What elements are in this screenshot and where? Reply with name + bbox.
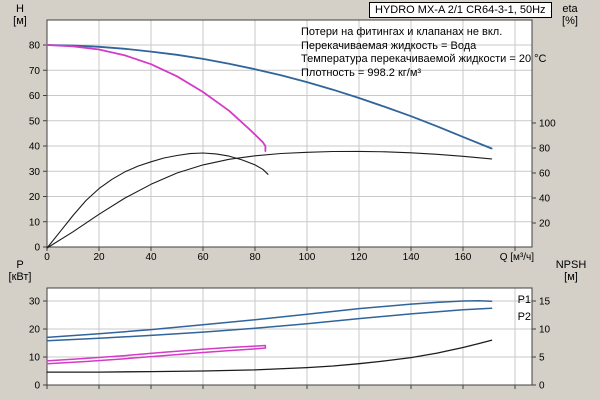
- left-axis-tick-label: 30: [29, 167, 41, 178]
- x-axis-tick-label: 60: [197, 252, 209, 263]
- left-axis-tick-label: 80: [29, 41, 41, 52]
- x-axis-tick-label: 120: [351, 252, 368, 263]
- series-label-p1-2-pumps: P1: [518, 294, 531, 306]
- series-p2-1-pump: [46, 347, 267, 365]
- left-axis-tick-label: 20: [29, 192, 41, 203]
- right-axis-tick-label: 60: [539, 169, 551, 180]
- eta-axis-unit: [%]: [562, 15, 578, 27]
- eta-axis-symbol: eta: [562, 3, 578, 15]
- right-axis-tick-label: 0: [539, 381, 545, 392]
- right-axis-tick-label: 40: [539, 194, 551, 205]
- right-axis-tick-label: 80: [539, 144, 551, 155]
- series-eta-2-pumps: [46, 150, 493, 249]
- left-axis-tick-label: 20: [29, 325, 41, 336]
- p-axis-unit: [кВт]: [8, 271, 32, 283]
- series-eta-1-pump: [46, 152, 269, 249]
- h-axis-symbol: H: [16, 3, 24, 15]
- power-npsh-chart: 0 10 20 30 0 5 10 15 P1 P2: [29, 287, 551, 392]
- right-axis-tick-label: 10: [539, 325, 551, 336]
- p-axis-symbol: P: [16, 259, 24, 271]
- left-axis-tick-label: 70: [29, 66, 41, 77]
- right-axis-tick-label: 15: [539, 297, 551, 308]
- left-axis-tick-label: 10: [29, 217, 41, 228]
- note-line: Потери на фитингах и клапанах не вкл.: [301, 26, 503, 38]
- left-axis-tick-label: 30: [29, 297, 41, 308]
- left-axis-tick-label: 0: [34, 243, 40, 254]
- x-axis-title: Q [м³/ч]: [500, 252, 535, 263]
- series-head-2-pumps: [46, 44, 493, 150]
- plot-border: [46, 287, 533, 386]
- plot-border: [46, 19, 533, 248]
- x-axis-tick-label: 160: [455, 252, 472, 263]
- left-axis-tick-label: 10: [29, 353, 41, 364]
- note-line: Плотность = 998.2 кг/м³: [301, 66, 422, 79]
- x-axis-tick-label: 40: [145, 252, 157, 263]
- series-head-1-pump: [46, 44, 267, 152]
- npsh-axis-label: NPSH [м]: [546, 259, 596, 283]
- pump-title: HYDRO MX-A 2/1 CR64-3-1, 50Hz: [369, 2, 552, 18]
- p-axis-label: P [кВт]: [2, 259, 38, 283]
- x-axis-tick-label: 80: [249, 252, 261, 263]
- npsh-axis-symbol: NPSH: [555, 259, 587, 271]
- series-p2-2-pumps: [46, 307, 493, 342]
- x-axis-tick-label: 0: [44, 252, 50, 263]
- plot-area: [47, 20, 532, 247]
- note-line: Перекачиваемая жидкость = Вода: [301, 39, 477, 52]
- series-label-p2-2-pumps: P2: [518, 311, 531, 323]
- right-axis-tick-label: 5: [539, 353, 545, 364]
- left-axis-tick-label: 50: [29, 116, 41, 127]
- left-axis-tick-label: 40: [29, 142, 41, 153]
- h-axis-label: H [м]: [2, 3, 38, 27]
- npsh-axis-unit: [м]: [564, 271, 578, 283]
- x-axis-tick-label: 140: [403, 252, 420, 263]
- x-axis-tick-label: 20: [93, 252, 105, 263]
- left-axis-tick-label: 60: [29, 91, 41, 102]
- right-axis-tick-label: 100: [539, 119, 556, 130]
- note-line: Температура перекачиваемой жидкости = 20…: [301, 53, 547, 65]
- h-axis-unit: [м]: [13, 15, 27, 27]
- left-axis-tick-label: 0: [34, 381, 40, 392]
- conditions-notes: Потери на фитингах и клапанах не вкл. Пе…: [301, 26, 546, 80]
- right-axis-tick-label: 20: [539, 219, 551, 230]
- hq-chart: 0 10 20 30 40 50 60 70 80 20 40 60 80 100 0 20 40 60 80 100…: [29, 19, 556, 263]
- series-p1-2-pumps: [46, 299, 493, 339]
- series-npsh: [46, 339, 493, 373]
- series-p1-1-pump: [46, 344, 267, 362]
- x-axis-tick-label: 100: [299, 252, 316, 263]
- eta-axis-label: eta [%]: [548, 3, 592, 27]
